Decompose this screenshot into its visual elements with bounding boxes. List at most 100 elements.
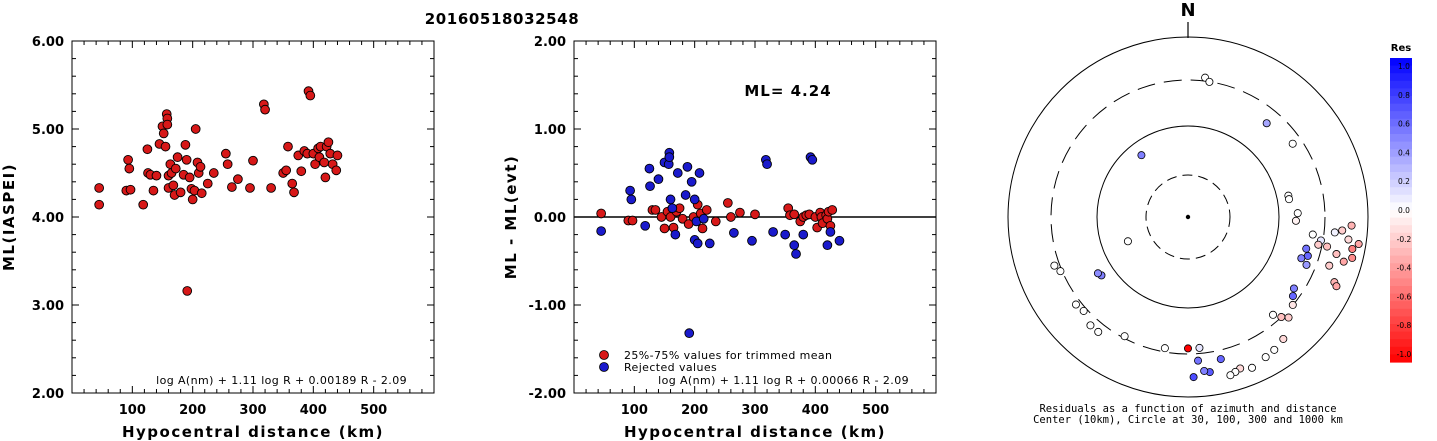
colorbar-tick-label: -0.8	[1397, 321, 1412, 330]
colorbar-cell	[1390, 248, 1412, 257]
colorbar-cell	[1390, 80, 1412, 89]
x-tick-label: 500	[862, 403, 889, 418]
y-tick-labels-left: 2.00 3.00 4.00 5.00 6.00	[32, 35, 64, 402]
blue-data-point	[762, 159, 772, 170]
station-residual-point	[1285, 195, 1294, 204]
y-tick-label: 1.00	[534, 123, 566, 138]
station-residual-point	[1056, 267, 1065, 276]
blue-data-point	[704, 238, 715, 249]
station-residual-point	[1269, 310, 1278, 319]
red-data-point	[710, 216, 721, 227]
circle-300km	[1050, 79, 1326, 355]
red-data-point	[148, 185, 159, 196]
red-data-point	[596, 208, 607, 219]
station-residual-point	[1248, 363, 1257, 372]
colorbar-cell	[1390, 172, 1412, 181]
blue-data-point	[747, 235, 757, 246]
colorbar-cell	[1390, 149, 1412, 158]
station-residual-point	[1348, 253, 1357, 262]
colorbar-cell	[1390, 65, 1412, 74]
red-data-point	[319, 157, 330, 168]
colorbar-tick-label: 0.6	[1398, 120, 1410, 129]
station-residual-point	[1270, 345, 1279, 354]
blue-data-point	[680, 190, 691, 200]
blue-data-point	[665, 194, 676, 205]
red-data-point	[162, 119, 173, 130]
colorbar-cell	[1390, 156, 1412, 165]
station-residual-point	[1297, 254, 1306, 263]
colorbar-cell	[1390, 103, 1412, 112]
red-data-point	[175, 187, 186, 198]
ml-annotation: ML= 4.24	[744, 82, 831, 100]
colorbar: Res 1.0 0.8 0.6 0.4 0.2 0.0 -0.2 -0.4 -0.6 -0.8 -1…	[1390, 43, 1412, 363]
x-tick-label: 200	[681, 403, 708, 418]
red-data-point	[170, 163, 181, 174]
plot-frame-left	[71, 40, 435, 394]
colorbar-cell	[1390, 270, 1412, 279]
red-data-point	[221, 148, 231, 159]
colorbar-title: Res	[1391, 43, 1411, 54]
caption-line2: Center (10km), Circle at 30, 100, 300 an…	[1033, 414, 1343, 426]
red-data-point	[789, 209, 800, 220]
panel-azimuth-residuals: N Residuals as a function of azimuth and…	[1007, 0, 1369, 426]
colorbar-cell	[1390, 73, 1412, 82]
red-data-point	[172, 152, 183, 163]
colorbar-cell	[1390, 278, 1412, 287]
colorbar-cell	[1390, 263, 1412, 272]
station-residual-point	[1079, 306, 1088, 315]
legend-marker-red	[599, 350, 609, 360]
red-data-point	[123, 154, 133, 165]
blue-data-point	[625, 185, 635, 196]
colorbar-cell	[1390, 179, 1412, 188]
red-data-point	[281, 165, 292, 176]
station-residual-point	[1094, 327, 1103, 336]
x-tick-label: 400	[802, 403, 829, 418]
station-residual-point	[1347, 221, 1356, 230]
red-data-point	[289, 187, 299, 198]
colorbar-cell	[1390, 141, 1412, 150]
station-residual-point	[1194, 356, 1203, 365]
y-axis-label-left: ML(IASPEI)	[0, 163, 18, 271]
blue-data-point	[825, 227, 836, 237]
x-tick-label: 300	[741, 403, 768, 418]
station-residual-point	[1160, 344, 1169, 353]
red-data-point	[184, 172, 195, 183]
blue-data-point	[684, 328, 695, 339]
red-data-point	[142, 144, 153, 155]
red-data-point	[124, 163, 135, 174]
colorbar-cell	[1390, 354, 1412, 363]
red-data-point	[181, 154, 192, 165]
station-residual-point	[1332, 250, 1341, 259]
points-polar	[1050, 73, 1363, 382]
colorbar-cell	[1390, 118, 1412, 127]
red-data-point	[305, 90, 316, 101]
y-tick-label: 2.00	[534, 35, 566, 50]
red-data-point	[677, 213, 688, 224]
x-tick-label: 400	[300, 403, 327, 418]
colorbar-cell	[1390, 339, 1412, 348]
station-residual-point	[1216, 355, 1225, 364]
blue-data-point	[664, 152, 675, 163]
station-residual-point	[1189, 373, 1198, 382]
station-residual-point	[1308, 230, 1317, 239]
station-residual-point	[1226, 371, 1235, 380]
x-tick-labels-middle: 100 200 300 400 500	[621, 403, 889, 418]
station-residual-point	[1261, 353, 1270, 362]
red-data-point	[160, 141, 171, 152]
red-data-point	[310, 159, 320, 170]
station-residual-point	[1291, 216, 1300, 225]
colorbar-cell	[1390, 217, 1412, 226]
station-residual-point	[1200, 366, 1209, 375]
red-data-point	[323, 137, 334, 148]
x-axis-label-left: Hypocentral distance (km)	[122, 423, 384, 441]
colorbar-tick-label: 1.0	[1398, 62, 1410, 71]
formula-left: log A(nm) + 1.11 log R + 0.00189 R - 2.0…	[156, 374, 407, 387]
circle-100km	[1096, 125, 1280, 309]
station-residual-point	[1205, 77, 1214, 86]
station-residual-point	[1338, 226, 1347, 235]
north-label: N	[1180, 0, 1195, 21]
blue-data-point	[640, 220, 651, 231]
colorbar-cell	[1390, 346, 1412, 355]
colorbar-cell	[1390, 164, 1412, 173]
blue-data-point	[689, 194, 700, 205]
